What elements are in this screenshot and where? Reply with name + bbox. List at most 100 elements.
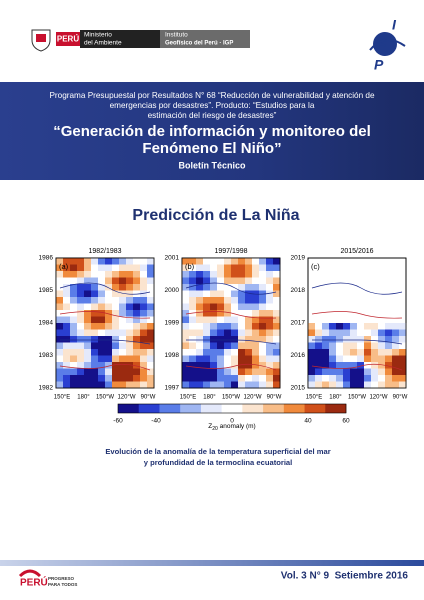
heatmap-cell (140, 336, 148, 343)
heatmap-cell (217, 264, 225, 272)
heatmap-cell (371, 362, 379, 369)
heatmap-cell (259, 336, 267, 343)
heatmap-cell (364, 329, 372, 337)
heatmap-cell (259, 277, 267, 285)
heatmap-cell (147, 336, 155, 343)
heatmap-cell (70, 264, 78, 272)
heatmap-cell (336, 381, 344, 389)
heatmap-cell (357, 349, 365, 356)
heatmap-cell (105, 258, 113, 265)
heatmap-cell (126, 355, 134, 363)
heatmap-cell (182, 342, 190, 350)
heatmap-cell (350, 375, 358, 382)
heatmap-cell (273, 258, 281, 265)
heatmap-cell (252, 297, 260, 304)
heatmap-cell (245, 368, 253, 376)
heatmap-cell (133, 362, 141, 369)
heatmap-cell (224, 349, 232, 356)
heatmap-cell (210, 323, 218, 330)
heatmap-cell (70, 271, 78, 278)
heatmap-cell (182, 303, 190, 311)
heatmap-cell (238, 310, 246, 317)
heatmap-cell (357, 323, 365, 330)
heatmap-cell (266, 342, 274, 350)
heatmap-cell (217, 271, 225, 278)
heatmap-cell (112, 329, 120, 337)
heatmap-cell (371, 349, 379, 356)
heatmap-cell (217, 368, 225, 376)
heatmap-cell (266, 375, 274, 382)
heatmap-cell (238, 329, 246, 337)
heatmap-cell (371, 336, 379, 343)
heatmap-cell (378, 329, 386, 337)
heatmap-cell (84, 368, 92, 376)
heatmap-cell (238, 381, 246, 389)
heatmap-cell (182, 336, 190, 343)
heatmap-cell (315, 375, 323, 382)
panel-border (307, 257, 407, 389)
heatmap-cell (56, 303, 64, 311)
heatmap-cell (91, 290, 99, 298)
year-label: 1986 (39, 255, 54, 262)
heatmap-cell (126, 264, 134, 272)
banner-background (0, 82, 424, 180)
heatmap-cell (350, 381, 358, 389)
heatmap-cell (70, 349, 78, 356)
heatmap-cell (77, 362, 85, 369)
heatmap-cell (224, 342, 232, 350)
heatmap-cell (140, 264, 148, 272)
heatmap-cell (70, 368, 78, 376)
heatmap-cell (77, 277, 85, 285)
heatmap-cell (91, 258, 99, 265)
coat-of-arms-detail (36, 34, 46, 42)
heatmap-cell (56, 277, 64, 285)
heatmap-cell (252, 284, 260, 291)
heatmap-cell (308, 355, 316, 363)
heatmap-cell (196, 342, 204, 350)
heatmap-cell (70, 381, 78, 389)
heatmap-cell (91, 310, 99, 317)
heatmap-cell (259, 368, 267, 376)
heatmap-cell (231, 277, 239, 285)
heatmap-cell (126, 375, 134, 382)
heatmap-cell (63, 375, 71, 382)
footer: PERÚ PROGRESO PARA TODOS Vol. 3 N° 9 Set… (0, 560, 424, 589)
heatmap-cell (133, 368, 141, 376)
panel-border (181, 257, 281, 389)
heatmap-cell (273, 362, 281, 369)
heatmap-cell (217, 381, 225, 389)
heatmap-cell (350, 368, 358, 376)
subtitle: Boletín Técnico (178, 160, 246, 170)
issue: Vol. 3 N° 9 Setiembre 2016 (281, 571, 409, 582)
heatmap-cell (105, 342, 113, 350)
heatmap-cell (133, 303, 141, 311)
heatmap-cell (252, 349, 260, 356)
year-label: 1985 (39, 287, 54, 294)
heatmap-cell (147, 277, 155, 285)
heatmap-cell (63, 368, 71, 376)
heatmap-cell (322, 323, 330, 330)
heatmap-cell (119, 381, 127, 389)
heatmap-cell (119, 264, 127, 272)
heatmap-cell (98, 303, 106, 311)
contour (185, 311, 277, 319)
heatmap-cell (133, 271, 141, 278)
ministry: Ministerio (84, 32, 112, 39)
heatmap-cell (119, 310, 127, 317)
heatmap-cell (259, 271, 267, 278)
heatmap-cell (224, 310, 232, 317)
heatmap-cell (322, 375, 330, 382)
heatmap-cell (238, 355, 246, 363)
heatmap-cell (98, 329, 106, 337)
heatmap-cell (231, 303, 239, 311)
heatmap-cell (182, 284, 190, 291)
heatmap-cell (70, 342, 78, 350)
heatmap-cell (140, 290, 148, 298)
heatmap-cell (196, 329, 204, 337)
longitude-label: 150°W (348, 395, 366, 401)
heatmap-cell (224, 290, 232, 298)
heatmap-cell (210, 303, 218, 311)
heatmap-cell (126, 329, 134, 337)
heatmap-cell (196, 264, 204, 272)
heatmap-cell (273, 381, 281, 389)
